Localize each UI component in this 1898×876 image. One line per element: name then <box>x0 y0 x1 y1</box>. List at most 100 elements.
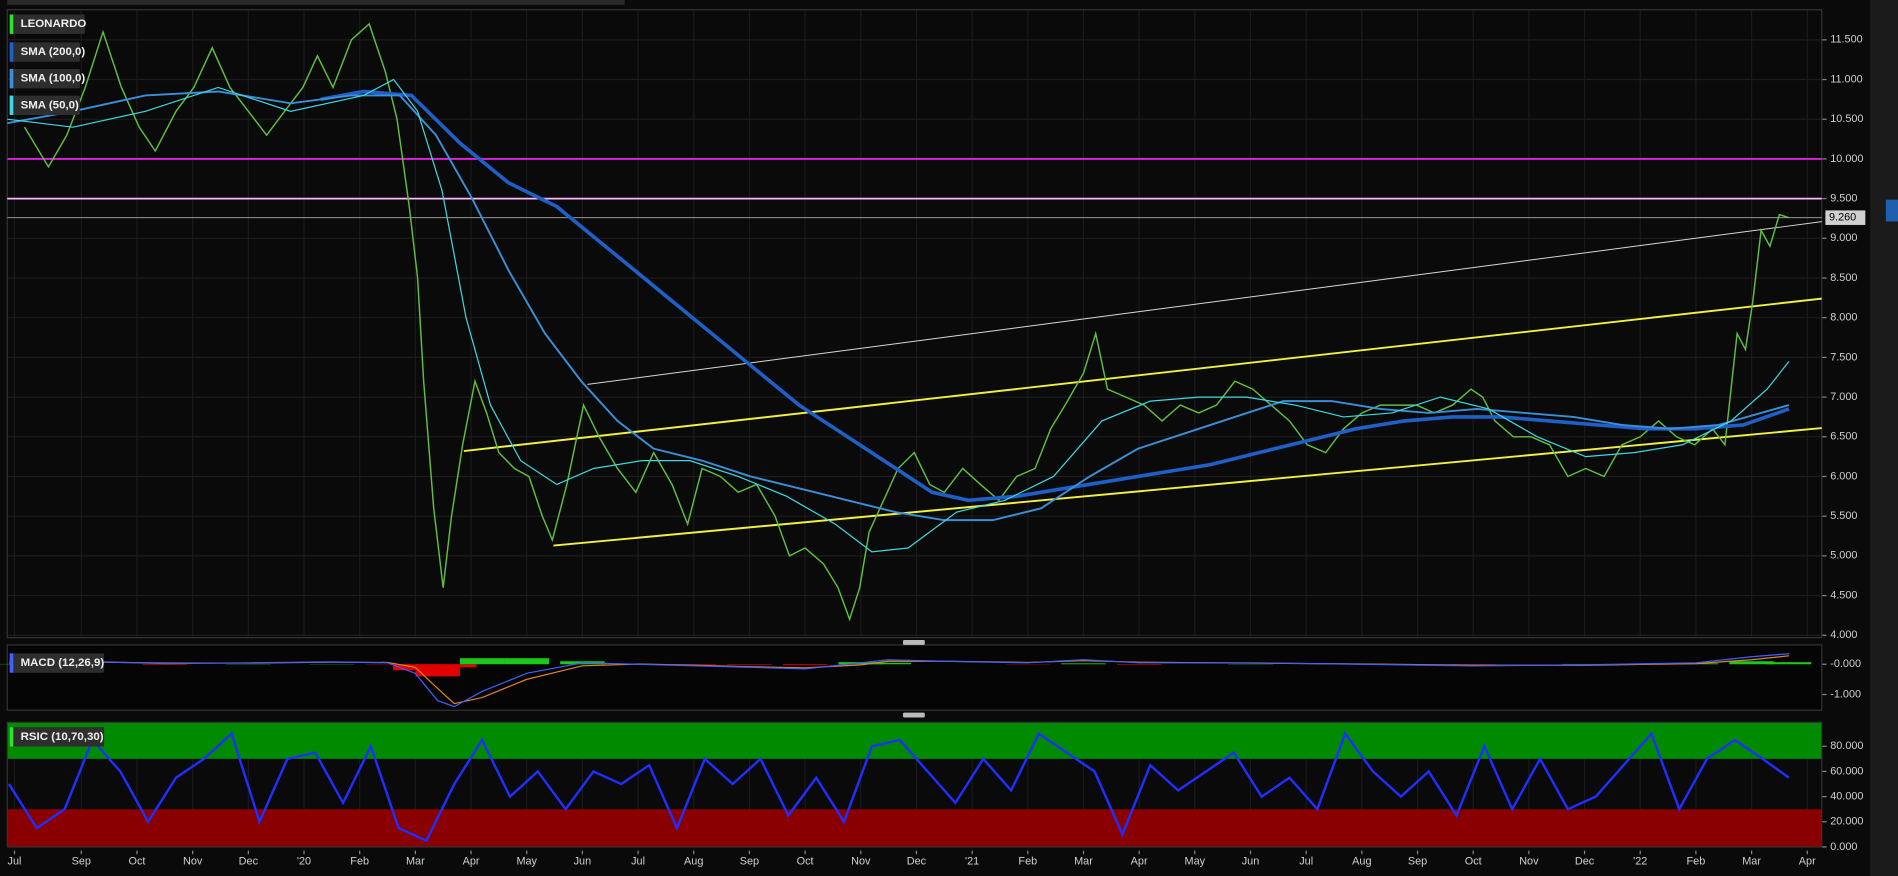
legend-label: MACD (12,26,9) <box>21 657 105 669</box>
rsi-line <box>7 731 1790 843</box>
histogram-bar <box>1766 662 1812 665</box>
x-tick-label: Mar <box>406 855 425 867</box>
x-tick-label: Sep <box>1408 855 1427 867</box>
x-tick-label: Oct <box>1465 855 1482 867</box>
legend-swatch <box>9 653 14 673</box>
rsi-band <box>7 809 1822 847</box>
x-tick-label: Aug <box>1352 855 1371 867</box>
histogram-bar <box>1450 664 1496 665</box>
y-tick-label: 4.500 <box>1830 589 1857 601</box>
legend-swatch <box>9 727 14 747</box>
last-price-box <box>1825 210 1866 225</box>
y-tick-label: 5.000 <box>1830 550 1857 562</box>
trend-line <box>587 221 1822 385</box>
y-tick-label: 4.000 <box>1830 629 1857 641</box>
histogram-bar <box>459 658 505 665</box>
panel-splitter[interactable] <box>903 640 925 645</box>
trend-line <box>553 427 1822 547</box>
x-tick-label: Apr <box>1799 855 1816 867</box>
histogram-bar <box>782 664 828 666</box>
legend-box[interactable] <box>9 95 80 115</box>
side-button[interactable] <box>1885 199 1898 222</box>
x-tick-label: Sep <box>72 855 91 867</box>
x-tick-label: '20 <box>297 855 311 867</box>
y-tick-label: -1.000 <box>1830 688 1861 700</box>
x-tick-label: '21 <box>965 855 979 867</box>
x-tick-label: Mar <box>1742 855 1761 867</box>
x-tick-label: Dec <box>907 855 927 867</box>
y-tick-label: 8.500 <box>1830 272 1857 284</box>
y-tick-label: 9.000 <box>1830 232 1857 244</box>
x-tick-label: Jun <box>1242 855 1260 867</box>
y-tick-label: 10.000 <box>1830 153 1863 165</box>
histogram-bar <box>671 664 717 665</box>
side-panel <box>1870 0 1898 876</box>
legend-swatch <box>9 95 14 115</box>
legend-label: LEONARDO <box>21 18 87 30</box>
x-tick-label: Sep <box>740 855 759 867</box>
y-tick-label: 6.000 <box>1830 470 1857 482</box>
x-tick-label: Aug <box>684 855 703 867</box>
trend-line <box>463 297 1822 453</box>
sma-line <box>320 89 1790 503</box>
y-tick-label: 6.500 <box>1830 431 1857 443</box>
y-tick-label: 60.000 <box>1830 765 1863 777</box>
x-tick-label: Jun <box>574 855 592 867</box>
legend-box[interactable] <box>9 653 105 673</box>
x-tick-label: May <box>516 855 537 867</box>
legend-box[interactable] <box>9 42 80 62</box>
x-tick-label: Oct <box>797 855 814 867</box>
y-tick-label: 40.000 <box>1830 790 1863 802</box>
legend-box[interactable] <box>9 14 85 34</box>
panel-frame <box>6 721 1823 848</box>
x-tick-label: Feb <box>350 855 369 867</box>
macd-line <box>8 653 1789 708</box>
legend-label: SMA (100,0) <box>21 73 86 85</box>
x-tick-label: Apr <box>463 855 480 867</box>
sma-line <box>7 90 1790 522</box>
x-tick-label: Mar <box>1074 855 1093 867</box>
panel-splitter[interactable] <box>903 712 925 718</box>
legend-label: SMA (200,0) <box>21 46 86 58</box>
x-tick-label: Apr <box>1131 855 1148 867</box>
last-price-label: 9.260 <box>1829 212 1856 224</box>
legend-swatch <box>9 42 14 62</box>
y-tick-label: 5.500 <box>1830 510 1857 522</box>
legend-box[interactable] <box>9 68 80 89</box>
legend-label: RSIC (10,70,30) <box>21 731 104 743</box>
y-tick-label: 11.000 <box>1830 73 1862 85</box>
x-tick-label: Oct <box>129 855 146 867</box>
histogram-bar <box>432 664 477 668</box>
histogram-bar <box>1729 661 1774 665</box>
y-tick-label: 8.000 <box>1830 312 1857 324</box>
x-tick-label: Jul <box>1299 855 1313 867</box>
rsi-band <box>7 722 1822 759</box>
x-tick-label: May <box>1185 855 1206 867</box>
y-tick-label: -0.000 <box>1830 658 1861 670</box>
x-tick-label: Nov <box>183 855 203 867</box>
legend-swatch <box>9 14 14 34</box>
legend-box[interactable] <box>9 727 105 747</box>
histogram-bar <box>727 664 772 665</box>
y-tick-label: 9.500 <box>1830 192 1857 204</box>
top-tabs <box>7 0 625 5</box>
legend-label: SMA (50,0) <box>21 99 79 111</box>
legend-swatch <box>9 68 14 89</box>
y-tick-label: 20.000 <box>1830 816 1863 828</box>
x-tick-label: Jul <box>8 855 22 867</box>
panel-bg <box>7 644 1822 711</box>
x-tick-label: Dec <box>1575 855 1595 867</box>
histogram-bar <box>866 662 911 665</box>
y-tick-label: 10.500 <box>1830 113 1863 125</box>
histogram-bar <box>1116 664 1162 665</box>
sma-line <box>7 78 1790 553</box>
x-tick-label: Nov <box>1519 855 1539 867</box>
y-tick-label: 80.000 <box>1830 740 1863 752</box>
histogram-bar <box>1061 663 1106 665</box>
x-tick-label: Nov <box>851 855 871 867</box>
y-tick-label: 11.500 <box>1830 34 1862 46</box>
x-tick-label: Dec <box>239 855 259 867</box>
x-tick-label: Feb <box>1687 855 1706 867</box>
